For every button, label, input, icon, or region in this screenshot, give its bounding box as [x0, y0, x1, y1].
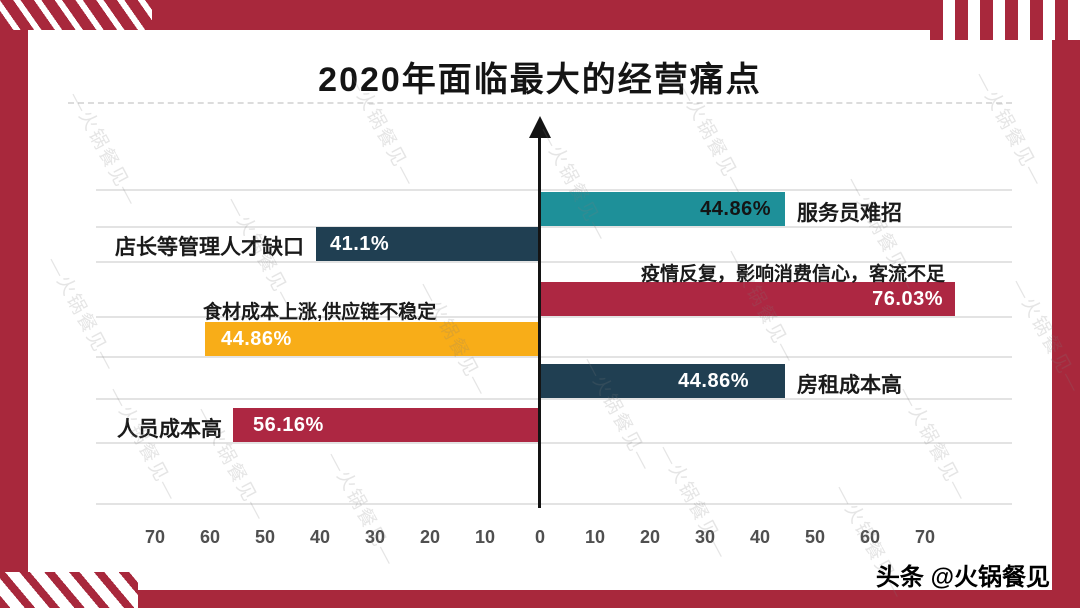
corner-stripes-bottom-left	[0, 572, 138, 608]
axis-tick: 40	[749, 527, 771, 547]
bar-value: 76.03%	[872, 287, 943, 310]
watermark-text: —火锅餐见—	[1007, 275, 1080, 398]
center-axis-arrowhead-icon	[529, 116, 551, 138]
bar-label-ingredient-cost: 食材成本上涨,供应链不稳定	[203, 302, 437, 323]
page-title: 2020年面临最大的经营痛点	[318, 61, 762, 99]
bar-label-rent-cost: 房租成本高	[797, 374, 902, 397]
title-divider	[68, 102, 1012, 104]
gridline	[96, 503, 1012, 505]
bar-label-pandemic-impact: 疫情反复，影响消费信心，客流不足	[640, 264, 945, 285]
watermark-text: —火锅餐见—	[322, 448, 401, 571]
bar-label-labor-cost: 人员成本高	[117, 418, 222, 441]
bar-waiter-recruiting: 44.86%	[540, 192, 785, 226]
gridline	[96, 398, 1012, 400]
bar-value: 41.1%	[330, 232, 390, 255]
bar-value: 56.16%	[253, 413, 324, 436]
axis-tick: 70	[144, 527, 166, 547]
bar-value: 44.86%	[221, 327, 292, 350]
gridline	[96, 442, 1012, 444]
footer-attribution: 头条 @火锅餐见	[875, 564, 1050, 591]
gridline	[96, 316, 1012, 318]
axis-tick: 0	[534, 527, 546, 547]
axis-tick: 20	[639, 527, 661, 547]
bar-management-talent-gap: 41.1%	[316, 227, 540, 261]
axis-tick: 20	[419, 527, 441, 547]
axis-tick: 40	[309, 527, 331, 547]
bar-rent-cost: 44.86%	[540, 364, 785, 398]
axis-tick: 50	[804, 527, 826, 547]
axis-tick: 60	[859, 527, 881, 547]
axis-tick: 10	[474, 527, 496, 547]
gridline	[96, 189, 1012, 191]
axis-tick: 70	[914, 527, 936, 547]
watermark-text: —火锅餐见—	[64, 88, 143, 211]
bar-labor-cost: 56.16%	[233, 408, 540, 442]
axis-tick: 30	[694, 527, 716, 547]
bar-label-management-talent-gap: 店长等管理人才缺口	[115, 236, 304, 259]
bar-label-waiter-recruiting: 服务员难招	[797, 202, 902, 225]
corner-stripes-top-left	[0, 0, 152, 30]
axis-tick: 60	[199, 527, 221, 547]
corner-bars-top-right	[930, 0, 1080, 40]
center-axis-line	[538, 136, 541, 508]
bar-value: 44.86%	[700, 197, 771, 220]
bar-ingredient-cost: 44.86%	[205, 322, 540, 356]
gridline	[96, 356, 1012, 358]
bar-value: 44.86%	[678, 369, 749, 392]
axis-tick: 30	[364, 527, 386, 547]
gridline	[96, 226, 1012, 228]
axis-tick: 10	[584, 527, 606, 547]
gridline	[96, 261, 1012, 263]
axis-tick: 50	[254, 527, 276, 547]
bar-pandemic-impact: 76.03%	[540, 282, 955, 316]
